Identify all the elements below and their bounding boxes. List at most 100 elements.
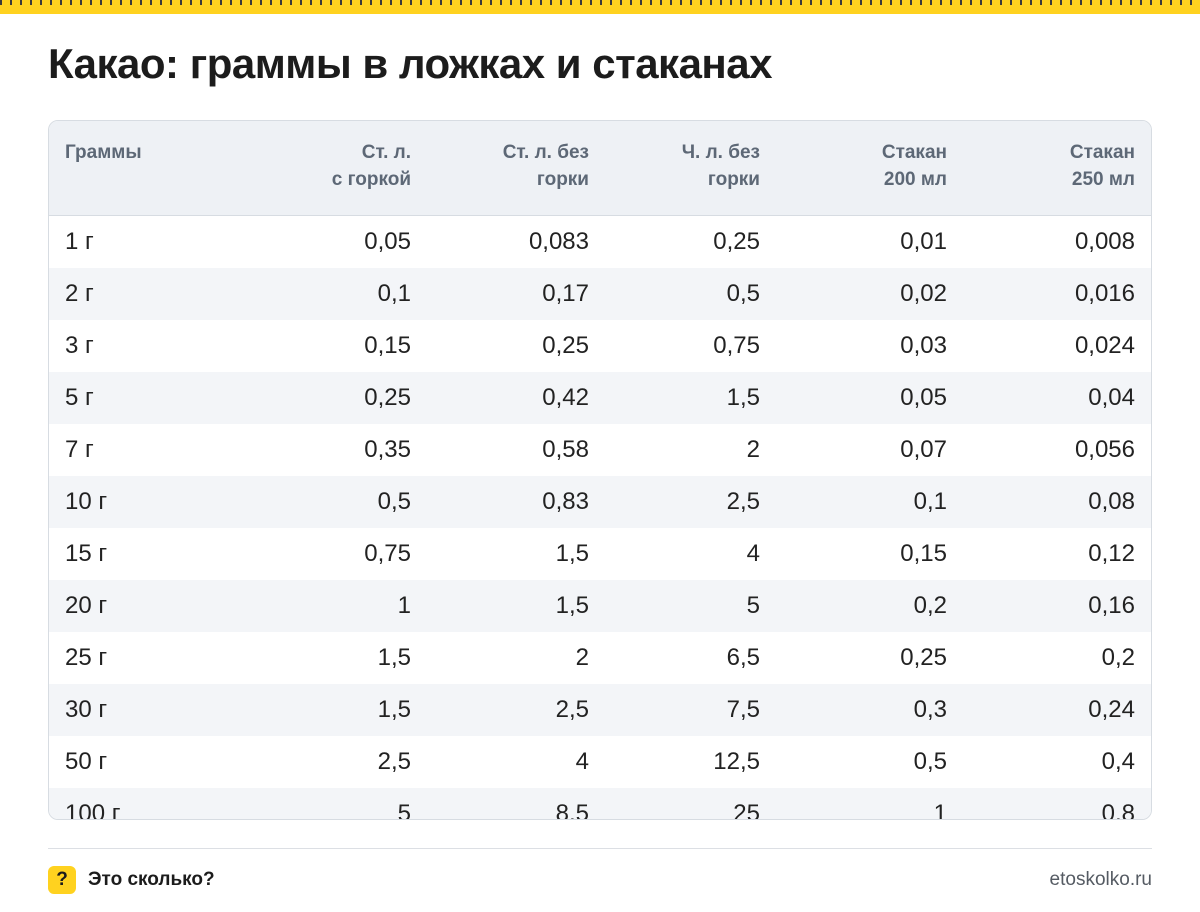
value-cell: 0,8: [963, 788, 1151, 819]
value-cell: 1: [239, 580, 427, 632]
value-cell: 0,75: [364, 540, 411, 567]
value-cell: 0,5: [913, 748, 947, 775]
header-cell-glass-250: Стакан 250 мл: [963, 121, 1151, 216]
header-cell-tbsp-level: Ст. л. без горки: [427, 121, 605, 216]
brand-name: Это сколько?: [88, 869, 215, 890]
conversion-table: Граммы Ст. л. с горкой Ст. л. без горки Ч.…: [49, 121, 1151, 819]
table-row: 100 г 5 8,5 25 1 0,8: [49, 788, 1151, 819]
value-cell: 0,008: [1074, 228, 1135, 255]
value-cell: 0,16: [963, 580, 1151, 632]
header-line: Ст. л.: [361, 142, 411, 163]
grams-cell: 50 г: [65, 748, 108, 775]
value-cell: 0,05: [364, 228, 411, 255]
grams-cell: 25 г: [65, 644, 108, 671]
value-cell: 0,04: [963, 372, 1151, 424]
value-cell: 0,056: [1074, 436, 1135, 463]
value-cell: 1: [776, 788, 963, 819]
value-cell: 25: [605, 788, 776, 819]
value-cell: 0,1: [239, 268, 427, 320]
value-cell: 0,25: [542, 332, 589, 359]
grams-cell: 30 г: [49, 684, 239, 736]
value-cell: 8,5: [427, 788, 605, 819]
header-line: горки: [707, 169, 760, 190]
page-title: Какао: граммы в ложках и стаканах: [48, 40, 773, 87]
table-row: 25 г 1,5 2 6,5 0,25 0,2: [49, 632, 1151, 684]
value-cell: 5: [239, 788, 427, 819]
table-row: 50 г 2,5 4 12,5 0,5 0,4: [49, 736, 1151, 788]
value-cell: 0,01: [900, 228, 947, 255]
value-cell: 2: [575, 644, 589, 671]
ruler-top-strip: [0, 0, 1200, 14]
grams-cell: 15 г: [65, 540, 108, 567]
conversion-table-container: Граммы Ст. л. с горкой Ст. л. без горки Ч.…: [48, 120, 1152, 820]
value-cell: 0,4: [1101, 748, 1135, 775]
value-cell: 0,08: [963, 476, 1151, 528]
header-cell-grams: Граммы: [49, 121, 239, 216]
value-cell: 6,5: [726, 644, 760, 671]
value-cell: 0,07: [900, 436, 947, 463]
value-cell: 2: [746, 436, 760, 463]
table-row: 7 г 0,35 0,58 2 0,07 0,056: [49, 424, 1151, 476]
table-row: 3 г 0,15 0,25 0,75 0,03 0,024: [49, 320, 1151, 372]
value-cell: 1,5: [427, 580, 605, 632]
value-cell: 0,25: [713, 228, 760, 255]
value-cell: 0,2: [1101, 644, 1135, 671]
grams-cell: 100 г: [49, 788, 239, 819]
header-line: Стакан: [1069, 142, 1135, 163]
header-cell-tsp-level: Ч. л. без горки: [605, 121, 776, 216]
header-line: Стакан: [881, 142, 947, 163]
grams-cell: 3 г: [65, 332, 94, 359]
value-cell: 2,5: [427, 684, 605, 736]
value-cell: 0,083: [528, 228, 589, 255]
value-cell: 12,5: [713, 748, 760, 775]
value-cell: 0,02: [776, 268, 963, 320]
value-cell: 0,2: [776, 580, 963, 632]
value-cell: 0,15: [900, 540, 947, 567]
header-line: 250 мл: [1071, 169, 1135, 190]
value-cell: 0,25: [239, 372, 427, 424]
value-cell: 1,5: [605, 372, 776, 424]
value-cell: 0,3: [776, 684, 963, 736]
value-cell: 0,12: [1088, 540, 1135, 567]
value-cell: 0,15: [364, 332, 411, 359]
value-cell: 0,24: [963, 684, 1151, 736]
grams-cell: 7 г: [65, 436, 94, 463]
value-cell: 0,024: [1074, 332, 1135, 359]
header-cell-tbsp-heaped: Ст. л. с горкой: [239, 121, 427, 216]
table-row: 1 г 0,05 0,083 0,25 0,01 0,008: [49, 216, 1151, 269]
table-row: 10 г 0,5 0,83 2,5 0,1 0,08: [49, 476, 1151, 528]
header-line: 200 мл: [883, 169, 947, 190]
value-cell: 2,5: [605, 476, 776, 528]
grams-cell: 2 г: [49, 268, 239, 320]
value-cell: 2,5: [377, 748, 411, 775]
header-line: с горкой: [331, 169, 411, 190]
value-cell: 0,05: [776, 372, 963, 424]
value-cell: 7,5: [605, 684, 776, 736]
value-cell: 0,03: [900, 332, 947, 359]
value-cell: 0,25: [900, 644, 947, 671]
table-row: 15 г 0,75 1,5 4 0,15 0,12: [49, 528, 1151, 580]
grams-cell: 5 г: [49, 372, 239, 424]
header-line: Граммы: [65, 142, 142, 163]
value-cell: 0,35: [364, 436, 411, 463]
table-row: 30 г 1,5 2,5 7,5 0,3 0,24: [49, 684, 1151, 736]
site-url: etoskolko.ru: [1049, 869, 1152, 890]
value-cell: 0,5: [239, 476, 427, 528]
value-cell: 0,5: [605, 268, 776, 320]
value-cell: 1,5: [239, 684, 427, 736]
table-body: 1 г 0,05 0,083 0,25 0,01 0,008 2 г 0,1 0,17 0,5 0,…: [49, 216, 1151, 819]
header-line: Ст. л. без: [502, 142, 589, 163]
header-cell-glass-200: Стакан 200 мл: [776, 121, 963, 216]
value-cell: 0,42: [427, 372, 605, 424]
value-cell: 4: [746, 540, 760, 567]
footer-divider: [48, 848, 1152, 849]
table-row: 5 г 0,25 0,42 1,5 0,05 0,04: [49, 372, 1151, 424]
grams-cell: 10 г: [49, 476, 239, 528]
value-cell: 0,1: [776, 476, 963, 528]
value-cell: 0,83: [427, 476, 605, 528]
value-cell: 1,5: [555, 540, 589, 567]
value-cell: 0,75: [713, 332, 760, 359]
header-line: Ч. л. без: [681, 142, 760, 163]
value-cell: 1,5: [377, 644, 411, 671]
header-row: Граммы Ст. л. с горкой Ст. л. без горки Ч.…: [49, 121, 1151, 216]
